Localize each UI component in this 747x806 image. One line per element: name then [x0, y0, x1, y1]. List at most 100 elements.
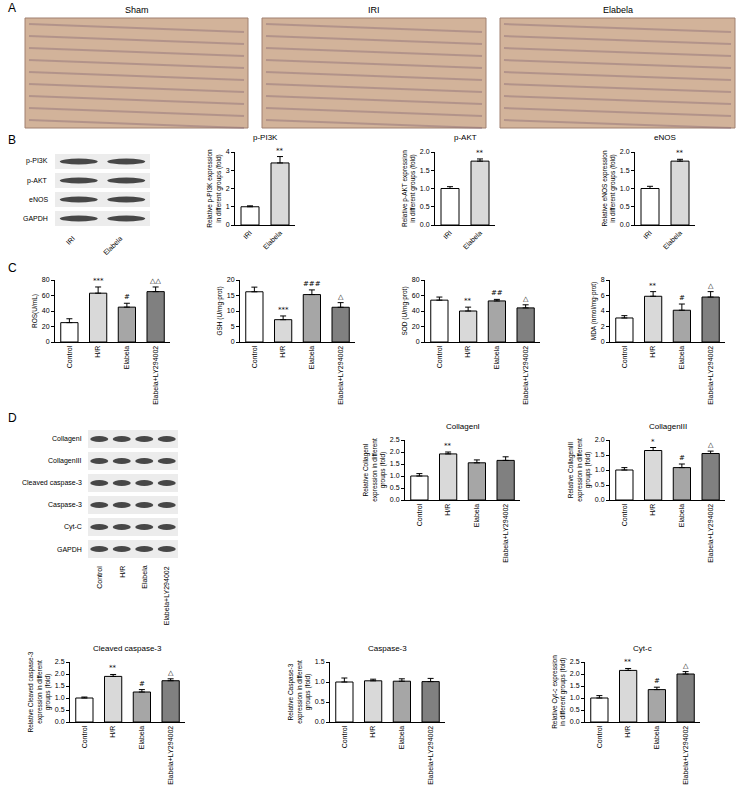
- svg-text:p-PI3K: p-PI3K: [253, 133, 278, 142]
- svg-text:2.0: 2.0: [620, 148, 630, 155]
- svg-text:SOD (U/mg·prot): SOD (U/mg·prot): [401, 286, 409, 335]
- svg-text:60: 60: [412, 292, 420, 299]
- svg-text:Relative CollagenIIIexpression: Relative CollagenIIIexpression in differ…: [567, 438, 592, 502]
- svg-text:5: 5: [231, 323, 235, 330]
- svg-text:**: **: [276, 147, 284, 155]
- svg-text:△: △: [523, 295, 529, 303]
- svg-text:Relative Cleaved caspase-3expr: Relative Cleaved caspase-3expression in …: [27, 651, 52, 732]
- svg-text:0.0: 0.0: [390, 496, 400, 503]
- svg-text:△: △: [683, 662, 689, 670]
- svg-text:H/R: H/R: [279, 346, 286, 358]
- svg-text:Elabela: Elabela: [653, 726, 660, 749]
- svg-text:Cyt-c: Cyt-c: [633, 644, 652, 653]
- svg-text:***: ***: [278, 306, 289, 314]
- svg-text:**: **: [476, 149, 484, 157]
- svg-text:Elabela+LY294002: Elabela+LY294002: [522, 346, 529, 405]
- svg-text:1.5: 1.5: [55, 682, 65, 689]
- svg-text:Elabela: Elabela: [493, 346, 500, 369]
- svg-text:2.0: 2.0: [420, 148, 430, 155]
- svg-text:8: 8: [601, 276, 605, 283]
- svg-text:80: 80: [42, 276, 50, 283]
- svg-text:#: #: [124, 293, 130, 301]
- svg-text:Control: Control: [416, 503, 423, 526]
- svg-text:CollagenI: CollagenI: [446, 422, 480, 431]
- svg-text:#: #: [654, 677, 660, 685]
- svg-text:4: 4: [601, 307, 605, 314]
- svg-text:0.5: 0.5: [390, 484, 400, 491]
- svg-text:**: **: [464, 297, 472, 305]
- svg-text:GSH (U/mg·prot): GSH (U/mg·prot): [216, 286, 224, 335]
- svg-text:B: B: [8, 133, 16, 147]
- svg-text:ROS(U/mL): ROS(U/mL): [31, 294, 39, 328]
- svg-text:Control: Control: [621, 503, 628, 526]
- svg-text:△: △: [708, 282, 714, 290]
- svg-text:Control: Control: [251, 345, 258, 368]
- svg-text:IRI: IRI: [242, 229, 253, 240]
- svg-text:A: A: [8, 1, 16, 15]
- svg-text:#: #: [679, 294, 685, 302]
- svg-text:1.0: 1.0: [390, 472, 400, 479]
- svg-text:3: 3: [226, 167, 230, 174]
- svg-text:1.0: 1.0: [595, 466, 605, 473]
- svg-text:H/R: H/R: [649, 346, 656, 358]
- svg-text:Sham: Sham: [125, 5, 149, 15]
- svg-text:0.0: 0.0: [595, 496, 605, 503]
- svg-text:2.5: 2.5: [570, 658, 580, 665]
- svg-text:2.0: 2.0: [55, 670, 65, 677]
- svg-text:1.0: 1.0: [620, 185, 630, 192]
- svg-text:IRI: IRI: [368, 5, 380, 15]
- svg-text:0.5: 0.5: [315, 698, 325, 705]
- svg-text:60: 60: [42, 292, 50, 299]
- svg-text:**: **: [649, 282, 657, 290]
- svg-text:IRI: IRI: [442, 229, 453, 240]
- svg-text:Caspase-3: Caspase-3: [48, 501, 82, 509]
- svg-text:Elabela: Elabela: [123, 346, 130, 369]
- svg-text:0.0: 0.0: [315, 718, 325, 725]
- svg-text:0.0: 0.0: [570, 718, 580, 725]
- svg-text:40: 40: [412, 307, 420, 314]
- svg-text:2.0: 2.0: [595, 436, 605, 443]
- svg-text:Elabela+LY294002: Elabela+LY294002: [707, 504, 714, 563]
- svg-text:IRI: IRI: [642, 229, 653, 240]
- svg-text:Elabela: Elabela: [262, 229, 284, 251]
- svg-text:Elabela: Elabela: [102, 235, 124, 257]
- svg-text:4: 4: [226, 148, 230, 155]
- svg-text:Control: Control: [621, 345, 628, 368]
- svg-text:***: ***: [93, 277, 104, 285]
- svg-text:0.5: 0.5: [55, 706, 65, 713]
- svg-text:###: ###: [303, 280, 321, 288]
- svg-text:△: △: [708, 441, 714, 449]
- svg-text:p-PI3K: p-PI3K: [26, 157, 48, 165]
- svg-text:15: 15: [227, 292, 235, 299]
- svg-text:IRI: IRI: [65, 235, 76, 246]
- svg-text:Elabela: Elabela: [603, 5, 633, 15]
- svg-text:**: **: [624, 658, 632, 666]
- svg-text:1.5: 1.5: [595, 451, 605, 458]
- svg-text:CollagenIII: CollagenIII: [649, 422, 687, 431]
- svg-text:20: 20: [227, 276, 235, 283]
- svg-text:eNOS: eNOS: [654, 133, 676, 142]
- svg-text:10: 10: [227, 307, 235, 314]
- svg-text:Elabela+LY294002: Elabela+LY294002: [167, 726, 174, 785]
- svg-text:#: #: [139, 680, 145, 688]
- svg-text:1.0: 1.0: [315, 678, 325, 685]
- svg-text:0.0: 0.0: [420, 221, 430, 228]
- svg-text:H/R: H/R: [109, 726, 116, 738]
- svg-text:D: D: [8, 411, 17, 425]
- svg-text:H/R: H/R: [119, 566, 126, 578]
- svg-text:Relative p-PI3K expressionin d: Relative p-PI3K expressionin different g…: [206, 149, 222, 228]
- svg-text:1.0: 1.0: [420, 185, 430, 192]
- svg-text:2: 2: [601, 323, 605, 330]
- svg-text:0.5: 0.5: [420, 203, 430, 210]
- svg-text:0.0: 0.0: [55, 718, 65, 725]
- svg-text:△: △: [168, 669, 174, 677]
- svg-text:Relative Cyt-c expressionin di: Relative Cyt-c expressionin different gr…: [551, 655, 567, 729]
- svg-text:Elabela+LY294002: Elabela+LY294002: [152, 346, 159, 405]
- svg-text:Elabela+LY294002: Elabela+LY294002: [707, 346, 714, 405]
- svg-text:20: 20: [412, 323, 420, 330]
- svg-text:1.5: 1.5: [620, 167, 630, 174]
- svg-text:**: **: [676, 149, 684, 157]
- svg-text:1.5: 1.5: [315, 658, 325, 665]
- svg-text:40: 40: [42, 307, 50, 314]
- svg-text:H/R: H/R: [444, 504, 451, 516]
